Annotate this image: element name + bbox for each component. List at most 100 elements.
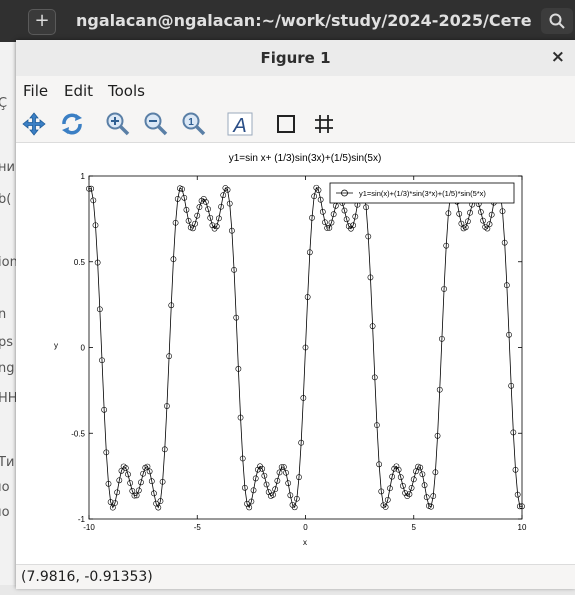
close-button[interactable]: × <box>551 47 565 67</box>
bg-fragment: Ç <box>0 96 7 111</box>
data-point <box>92 222 99 229</box>
status-bar: (7.9816, -0.91353) <box>16 564 575 589</box>
data-point <box>421 482 428 489</box>
data-point <box>436 386 443 393</box>
data-point <box>94 259 101 266</box>
zoom-reset-button[interactable]: 1 <box>180 110 208 138</box>
data-point <box>226 200 233 207</box>
x-tick-label: 0 <box>303 523 308 532</box>
menu-tools[interactable]: Tools <box>108 82 145 100</box>
data-point <box>343 216 350 223</box>
data-point <box>135 487 142 494</box>
data-point <box>246 504 253 511</box>
text-icon: A <box>227 112 253 137</box>
data-point <box>352 213 359 220</box>
x-tick-label: 10 <box>518 523 527 532</box>
data-point <box>434 432 441 439</box>
data-point <box>348 225 354 232</box>
data-point <box>510 429 517 436</box>
data-point <box>207 214 214 221</box>
data-point <box>322 219 328 226</box>
data-point <box>196 204 203 210</box>
data-point <box>306 249 313 256</box>
data-point <box>181 194 188 201</box>
zoom-in-button[interactable] <box>104 110 132 138</box>
data-point <box>259 465 266 472</box>
data-point <box>456 210 463 217</box>
data-point <box>309 214 315 221</box>
data-point <box>148 478 155 485</box>
data-point <box>319 208 326 215</box>
data-point <box>404 493 411 499</box>
terminal-header: + ngalacan@ngalacan:~/work/study/2024-20… <box>0 0 575 42</box>
bg-fragment: НН <box>0 391 17 406</box>
cursor-coordinates: (7.9816, -0.91353) <box>21 569 153 585</box>
data-point <box>194 212 201 219</box>
bg-fragment: ion <box>0 255 17 270</box>
data-point <box>215 215 222 222</box>
data-point <box>432 469 439 476</box>
data-point <box>103 449 110 456</box>
data-point <box>90 197 97 204</box>
data-point <box>501 239 508 246</box>
menu-file[interactable]: File <box>23 82 49 100</box>
new-tab-button[interactable]: + <box>28 9 56 35</box>
data-point <box>179 186 185 193</box>
rotate-button[interactable] <box>58 110 86 138</box>
data-point <box>443 242 450 249</box>
data-point <box>96 306 103 313</box>
data-point <box>458 220 465 227</box>
data-point <box>406 491 413 498</box>
data-point <box>423 494 430 501</box>
data-point <box>280 464 287 470</box>
insert-text-button[interactable]: A <box>226 110 254 138</box>
data-point <box>263 481 270 488</box>
zoom-out-button[interactable] <box>142 110 170 138</box>
data-point <box>138 479 144 486</box>
data-point <box>506 331 512 338</box>
data-point <box>441 286 447 292</box>
bg-fragment: b( <box>0 192 12 207</box>
data-point <box>400 483 406 489</box>
data-point <box>228 227 235 234</box>
window-titlebar[interactable]: Figure 1 × <box>16 40 575 77</box>
data-point <box>395 466 402 473</box>
pan-button[interactable] <box>20 110 48 138</box>
data-point <box>161 446 168 453</box>
data-point <box>220 192 227 199</box>
data-point <box>369 323 376 330</box>
data-point <box>350 222 357 229</box>
menubar: File Edit Tools <box>16 76 575 104</box>
grid-button[interactable] <box>310 110 338 138</box>
data-point <box>291 504 298 511</box>
axes-box-button[interactable] <box>272 110 300 138</box>
data-point <box>116 477 123 484</box>
data-point <box>287 492 294 499</box>
data-point <box>516 503 523 510</box>
data-point <box>376 461 383 468</box>
data-point <box>363 204 370 211</box>
data-point <box>298 439 305 446</box>
menu-edit[interactable]: Edit <box>64 82 94 100</box>
plot-canvas[interactable]: y1=sin x+ (1/3)sin(3x)+(1/5)sin(5x) -10-… <box>16 143 575 564</box>
toolbar: 1 A <box>16 106 575 143</box>
data-point <box>488 211 495 218</box>
data-point <box>293 495 300 502</box>
data-point <box>326 224 333 231</box>
data-point <box>304 294 311 300</box>
data-point <box>419 471 426 478</box>
data-point <box>88 185 95 192</box>
data-point <box>272 486 279 493</box>
y-tick-label: 0 <box>81 344 86 353</box>
y-tick-label: -0.5 <box>71 429 85 438</box>
data-point <box>252 475 259 482</box>
search-button[interactable] <box>541 8 573 34</box>
data-point <box>166 353 173 360</box>
data-point <box>410 476 417 483</box>
legend-marker <box>341 189 348 197</box>
data-point <box>365 233 372 240</box>
data-point <box>341 207 348 214</box>
data-point <box>168 302 175 309</box>
axes-box-icon <box>277 115 295 133</box>
bg-fragment: ıo <box>0 480 10 495</box>
